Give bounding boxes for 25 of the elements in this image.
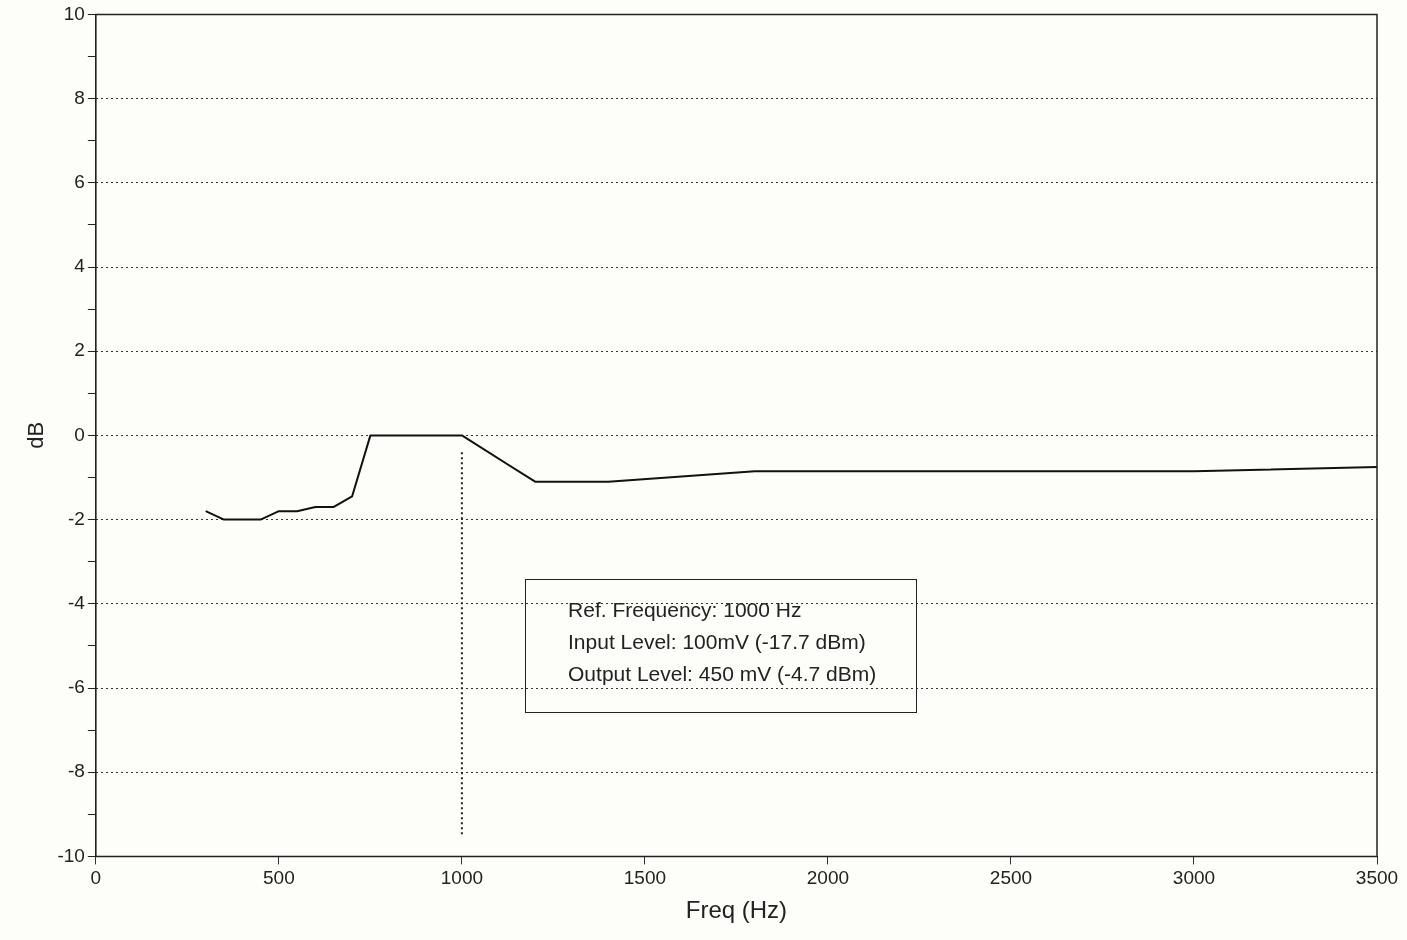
y-tick-label: -4 [67,592,86,614]
y-tick-label: 2 [74,339,85,361]
y-tick-label: 0 [74,423,85,445]
y-tick-label: 6 [74,171,85,193]
annotation: Output Level: 450 mV (-4.7 dBm) [568,660,877,687]
x-tick-label: 1500 [623,867,667,889]
x-tick-label: 0 [90,867,102,889]
x-tick-label: 1000 [440,867,484,889]
y-tick-label: -6 [67,676,85,698]
text-box: Ref. Frequency: 1000 Hz Input Level: 100mV (-17.7 dBm) Output Level: 450 mV (-4.7 dBm) [525,578,918,713]
x-tick-label: 3500 [1355,867,1399,889]
annotation: Ref. Frequency: 1000 Hz [568,596,803,623]
y-tick-label: 8 [74,86,85,108]
y-axis-title: dB [23,421,49,449]
y-tick-label: 10 [63,2,85,24]
x-axis-title: Freq (Hz) [685,896,788,924]
y-tick-label: -10 [57,844,85,866]
annotation: Input Level: 100mV (-17.7 dBm) [568,628,867,655]
x-tick-label: 500 [263,867,295,889]
y-tick-label: -2 [67,507,85,529]
x-tick-label: 3000 [1172,867,1216,889]
x-tick-label: 2000 [806,867,850,889]
y-tick-label: -8 [67,760,85,782]
x-tick-label: 2500 [989,867,1033,889]
y-tick-label: 4 [74,255,86,277]
